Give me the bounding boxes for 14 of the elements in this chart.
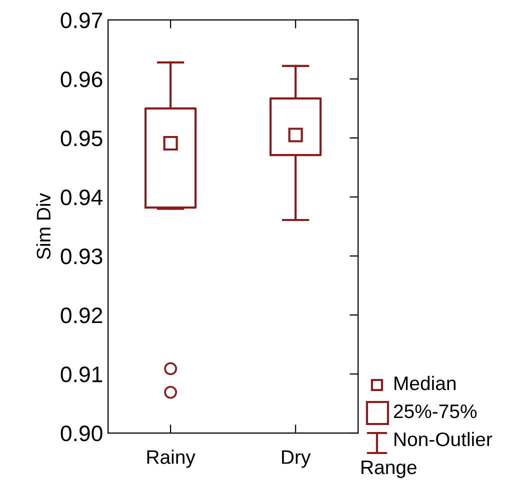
- y-tick-label: 0.97: [60, 12, 102, 28]
- y-tick-label: 0.90: [60, 426, 102, 442]
- text: Non-Outlier Range: [362, 432, 492, 478]
- text: Median: [394, 376, 456, 390]
- text: 25%-75%: [394, 404, 477, 418]
- x-tick-label: Dry: [282, 450, 311, 468]
- y-tick-label: 0.95: [60, 130, 102, 146]
- y-tick-label: 0.94: [60, 190, 103, 206]
- y-tick-label: 0.91: [60, 366, 102, 382]
- x-tick-label: Rainy: [147, 450, 196, 468]
- y-tick-label: 0.92: [60, 308, 102, 324]
- y-tick-label: 0.96: [60, 71, 102, 88]
- y-tick-label: 0.93: [60, 248, 102, 264]
- y-axis-title: Sim Div: [36, 193, 51, 260]
